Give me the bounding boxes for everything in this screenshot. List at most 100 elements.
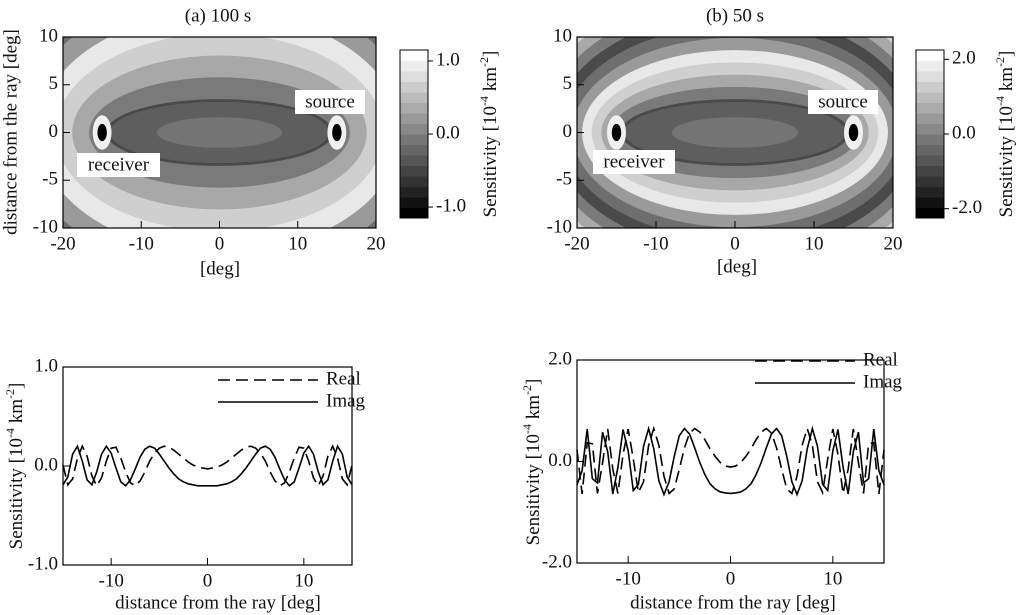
x-tick-label: -10 — [616, 568, 641, 589]
colorbar-step — [400, 113, 428, 124]
legend-label: Real — [326, 368, 361, 389]
label-part: Sensitivity [10 — [523, 434, 544, 545]
y-tick-label: 5 — [49, 73, 59, 94]
chart-title: (b) 50 s — [706, 5, 764, 26]
colorbar-step — [400, 144, 428, 156]
y-tick-label: 0.0 — [548, 450, 572, 471]
y-tick-label: 0 — [563, 121, 573, 142]
colorbar-tick-label: -1.0 — [436, 195, 466, 216]
x-tick-label: -10 — [129, 233, 154, 254]
line-series — [62, 444, 353, 488]
colorbar-step — [916, 155, 944, 166]
superscript: -4 — [993, 96, 1007, 106]
colorbar-step — [400, 123, 428, 135]
label-part: Sensitivity [10 — [480, 106, 501, 217]
y-axis-label: Sensitivity [10-4 km-2] — [520, 379, 545, 546]
colorbar-step — [916, 102, 944, 114]
colorbar-step — [916, 197, 944, 208]
y-tick-label: 1.0 — [34, 355, 58, 376]
annotation: source — [305, 91, 355, 112]
colorbar-step — [916, 207, 944, 219]
contour-band — [848, 123, 859, 142]
colorbar-step — [916, 186, 944, 198]
colorbar-step — [400, 81, 428, 93]
superscript: -2 — [3, 389, 17, 399]
colorbar-step — [400, 50, 428, 61]
x-axis-label: distance from the ray [deg] — [115, 592, 321, 613]
superscript: -2 — [520, 385, 534, 395]
annotation: source — [818, 91, 868, 112]
colorbar-step — [916, 81, 944, 93]
label-part: ] — [6, 383, 27, 389]
annotation: receiver — [603, 151, 665, 172]
x-tick-label: -20 — [564, 233, 589, 254]
contour-band — [611, 123, 622, 142]
colorbar-step — [400, 71, 428, 82]
annotation: receiver — [88, 154, 150, 175]
colorbar-tick-label: 0.0 — [436, 122, 460, 143]
x-tick-label: 20 — [884, 233, 903, 254]
label-part: Sensitivity [10 — [6, 438, 27, 549]
y-tick-label: 10 — [39, 25, 58, 46]
colorbar-step — [916, 50, 944, 61]
annotation-box — [808, 90, 878, 114]
colorbar-tick-label: 2.0 — [952, 48, 976, 69]
colorbar-step — [400, 60, 428, 72]
x-tick-label: 10 — [294, 570, 313, 591]
y-tick-label: 5 — [563, 73, 573, 94]
superscript: -2 — [993, 57, 1007, 67]
colorbar-tick-label: -2.0 — [952, 197, 982, 218]
y-axis-label: distance from the ray [deg] — [0, 29, 21, 235]
y-axis-label: Sensitivity [10-4 km-2] — [3, 383, 28, 550]
contour-band — [97, 123, 107, 142]
plot-frame — [62, 366, 353, 566]
label-part: ] — [523, 379, 544, 385]
y-tick-label: -5 — [42, 169, 58, 190]
colorbar-tick-label: 1.0 — [436, 49, 460, 70]
x-tick-label: 0 — [203, 570, 213, 591]
x-tick-label: 20 — [367, 233, 386, 254]
label-part: km — [6, 399, 27, 428]
colorbar-step — [400, 102, 428, 114]
y-tick-label: 2.0 — [548, 348, 572, 369]
label-part: km — [523, 395, 544, 424]
colorbar-step — [916, 92, 944, 103]
y-tick-label: -1.0 — [28, 553, 58, 574]
label-part: ] — [996, 51, 1017, 57]
colorbar-step — [916, 134, 944, 145]
y-tick-label: -2.0 — [542, 551, 572, 572]
line-series — [576, 425, 885, 496]
line-series — [62, 444, 353, 487]
colorbar-step — [916, 71, 944, 82]
label-part: ] — [480, 51, 501, 57]
contour-band — [332, 123, 342, 142]
x-tick-label: 10 — [823, 568, 842, 589]
annotation-box — [295, 90, 365, 114]
superscript: -4 — [520, 424, 534, 434]
colorbar-step — [400, 165, 428, 177]
colorbar-step — [916, 176, 944, 187]
y-tick-label: -5 — [556, 169, 572, 190]
x-axis-label: [deg] — [717, 256, 757, 277]
legend-label: Real — [863, 349, 898, 370]
superscript: -2 — [477, 57, 491, 67]
x-axis-label: [deg] — [200, 258, 240, 279]
plot-frame — [576, 359, 885, 564]
legend-label: Imag — [326, 390, 366, 411]
x-axis-label: distance from the ray [deg] — [630, 592, 836, 613]
line-series — [576, 425, 885, 497]
x-tick-label: 0 — [730, 233, 740, 254]
annotation-box — [77, 153, 160, 177]
annotation-box — [593, 150, 675, 174]
y-axis-label: Sensitivity [10-4 km-2] — [993, 51, 1018, 218]
colorbar-step — [400, 186, 428, 198]
colorbar-step — [916, 144, 944, 156]
y-tick-label: -10 — [33, 216, 58, 237]
superscript: -4 — [477, 96, 491, 106]
colorbar-step — [400, 197, 428, 208]
colorbar-step — [916, 60, 944, 72]
colorbar-step — [916, 165, 944, 177]
y-tick-label: -10 — [547, 216, 572, 237]
x-tick-label: 0 — [726, 568, 736, 589]
